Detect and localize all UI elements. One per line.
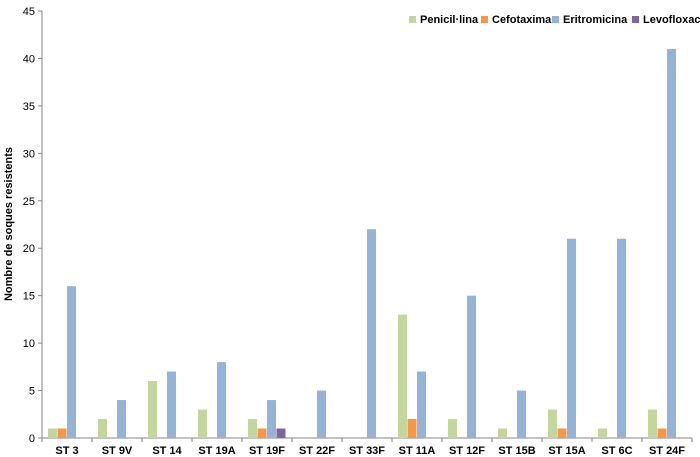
bar-eritromicina-st-9v	[117, 400, 126, 438]
legend: Penicil·lina Cefotaxima Eritromicina Levofl…	[409, 14, 700, 26]
bar-cefotaxima-st-19f	[257, 428, 267, 438]
x-category-label: ST 9V	[102, 445, 133, 457]
legend-swatch	[481, 16, 488, 23]
bar-penicil-lina-st-24f	[648, 409, 657, 438]
y-tick-label: 25	[23, 196, 35, 208]
legend-entry: Cefotaxima	[492, 14, 552, 26]
x-category-label: ST 33F	[349, 445, 385, 457]
legend-swatch	[409, 16, 416, 23]
bar-penicil-lina-st-19a	[198, 409, 207, 438]
y-tick-label: 45	[23, 6, 35, 18]
bar-eritromicina-st-12f	[467, 295, 476, 438]
bar-eritromicina-st-14	[167, 371, 176, 438]
bar-penicil-lina-st-15b	[498, 428, 507, 438]
x-category-label: ST 6C	[601, 445, 632, 457]
x-category-label: ST 3	[55, 445, 78, 457]
x-category-label: ST 14	[152, 445, 182, 457]
y-tick-label: 35	[23, 101, 35, 113]
bar-eritromicina-st-22f	[317, 390, 326, 438]
bar-penicil-lina-st-9v	[98, 419, 107, 438]
bar-cefotaxima-st-3	[57, 428, 67, 438]
bar-cefotaxima-st-11a	[407, 419, 417, 438]
x-category-label: ST 22F	[299, 445, 335, 457]
bar-eritromicina-st-11a	[417, 371, 426, 438]
bar-penicil-lina-st-6c	[598, 428, 607, 438]
bar-penicil-lina-st-3	[48, 428, 57, 438]
bar-penicil-lina-st-11a	[398, 314, 407, 438]
y-tick-label: 30	[23, 148, 35, 160]
y-tick-label: 5	[29, 386, 35, 398]
y-tick-label: 0	[29, 433, 35, 445]
x-category-label: ST 24F	[649, 445, 685, 457]
bar-eritromicina-st-33f	[367, 229, 376, 438]
y-tick-label: 10	[23, 338, 35, 350]
x-category-label: ST 15B	[498, 445, 535, 457]
labels-layer: 0 5 10 15 20 25 30 35 40 45 ST 3 ST 9V ST 14 ST 19A ST…	[23, 6, 686, 457]
x-category-label: ST 15A	[548, 445, 585, 457]
y-axis-title: Nombre de soques resistents	[3, 147, 15, 301]
bar-eritromicina-st-19a	[217, 362, 226, 438]
bar-penicil-lina-st-14	[148, 381, 157, 438]
bar-cefotaxima-st-15a	[557, 428, 567, 438]
bars-layer	[48, 48, 676, 438]
legend-entry: Levofloxacina	[643, 14, 700, 26]
legend-entry: Penicil·lina	[420, 14, 479, 26]
y-tick-label: 40	[23, 53, 35, 65]
bar-eritromicina-st-24f	[667, 48, 676, 438]
y-tick-label: 20	[23, 243, 35, 255]
x-category-label: ST 19F	[249, 445, 285, 457]
legend-swatch	[552, 16, 559, 23]
bar-levofloxacina-st-19f	[276, 428, 286, 438]
x-category-label: ST 19A	[198, 445, 235, 457]
bar-eritromicina-st-3	[67, 286, 76, 438]
bar-eritromicina-st-15a	[567, 238, 576, 438]
legend-swatch	[632, 16, 639, 23]
bar-cefotaxima-st-24f	[657, 428, 667, 438]
bar-penicil-lina-st-12f	[448, 419, 457, 438]
y-tick-label: 15	[23, 291, 35, 303]
bar-penicil-lina-st-15a	[548, 409, 557, 438]
axes-layer	[38, 10, 693, 442]
x-category-label: ST 12F	[449, 445, 485, 457]
bar-eritromicina-st-6c	[617, 238, 626, 438]
x-category-label: ST 11A	[399, 445, 436, 457]
legend-entry: Eritromicina	[563, 14, 628, 26]
bar-eritromicina-st-19f	[267, 400, 276, 438]
bar-penicil-lina-st-19f	[248, 419, 257, 438]
bar-eritromicina-st-15b	[517, 390, 526, 438]
